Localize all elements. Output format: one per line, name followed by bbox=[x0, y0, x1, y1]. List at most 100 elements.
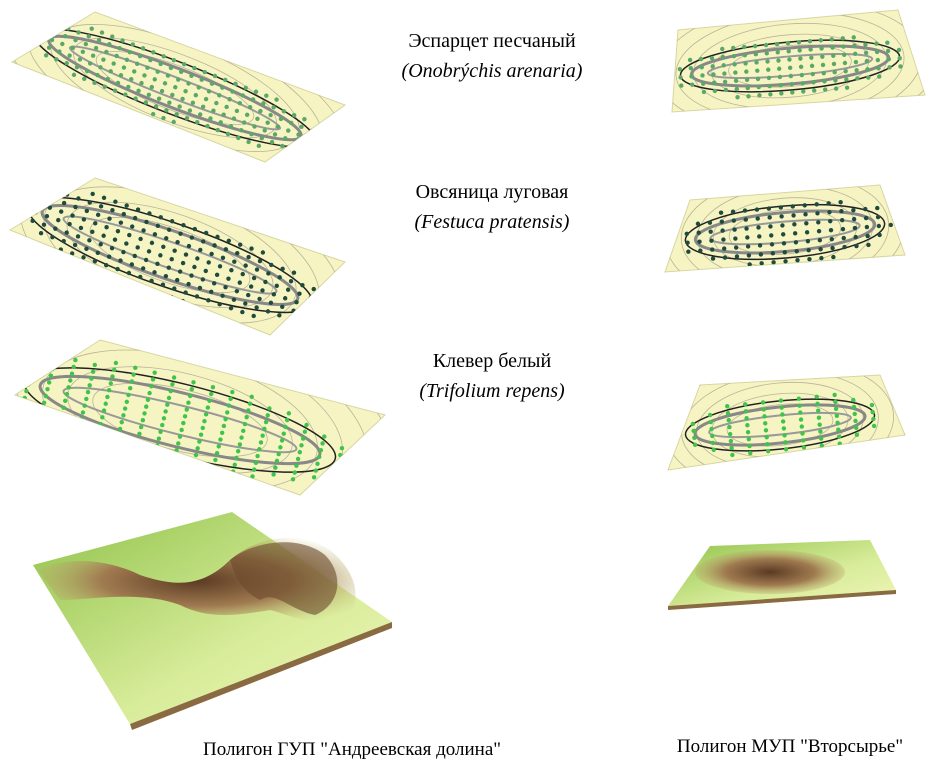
sample-point bbox=[239, 128, 243, 132]
sample-point bbox=[44, 394, 48, 398]
sample-point bbox=[176, 77, 180, 81]
sample-point bbox=[119, 220, 123, 224]
sample-point bbox=[181, 223, 185, 227]
sample-point bbox=[822, 79, 826, 83]
sample-point bbox=[689, 74, 693, 78]
sample-point bbox=[735, 95, 739, 99]
sample-point bbox=[229, 306, 233, 310]
species-latin: (Onobrýchis arenaria) bbox=[402, 60, 583, 82]
sample-point bbox=[92, 81, 96, 85]
sample-point bbox=[81, 255, 85, 259]
sample-point bbox=[708, 221, 712, 225]
sample-point bbox=[732, 218, 736, 222]
sample-point bbox=[181, 421, 185, 425]
sample-point bbox=[782, 433, 786, 437]
sample-point bbox=[685, 241, 689, 245]
sample-point bbox=[171, 462, 175, 466]
sample-point bbox=[54, 188, 58, 192]
sample-point bbox=[208, 116, 212, 120]
sample-point bbox=[185, 116, 189, 120]
sample-point bbox=[744, 226, 748, 230]
sample-point bbox=[113, 200, 117, 204]
sample-point bbox=[189, 273, 193, 277]
sample-point bbox=[852, 43, 856, 47]
sample-point bbox=[138, 275, 142, 279]
sample-point bbox=[764, 43, 768, 47]
sample-point bbox=[335, 466, 339, 470]
map-plate bbox=[10, 178, 345, 335]
sample-point bbox=[875, 206, 879, 210]
sample-point bbox=[81, 410, 85, 414]
sample-point bbox=[249, 246, 253, 250]
sample-point bbox=[713, 89, 717, 93]
sample-point bbox=[764, 428, 768, 432]
sample-point bbox=[799, 417, 803, 421]
sample-point bbox=[721, 237, 725, 241]
sample-point bbox=[304, 144, 308, 148]
sample-point bbox=[209, 290, 213, 294]
sample-point bbox=[745, 78, 749, 82]
sample-point bbox=[221, 112, 225, 116]
sample-point bbox=[292, 113, 296, 117]
sample-point bbox=[781, 419, 785, 423]
sample-point bbox=[788, 66, 792, 70]
sample-point bbox=[149, 384, 153, 388]
sample-point bbox=[258, 109, 262, 113]
sample-point bbox=[227, 403, 231, 407]
sample-point bbox=[889, 223, 893, 227]
sample-point bbox=[161, 54, 165, 58]
sample-point bbox=[138, 237, 142, 241]
sample-point bbox=[244, 415, 248, 419]
sample-point bbox=[834, 86, 838, 90]
sample-point bbox=[215, 273, 219, 277]
sample-point bbox=[90, 26, 94, 30]
sample-point bbox=[804, 221, 808, 225]
sample-point bbox=[261, 101, 265, 105]
sample-point bbox=[698, 248, 702, 252]
sample-point bbox=[775, 42, 779, 46]
sample-point bbox=[91, 54, 95, 58]
sample-point bbox=[252, 124, 256, 128]
sample-point bbox=[783, 440, 787, 444]
sample-point bbox=[100, 415, 104, 419]
sample-point bbox=[249, 132, 253, 136]
sample-point bbox=[312, 287, 316, 291]
sample-point bbox=[711, 72, 715, 76]
sample-point bbox=[104, 263, 108, 267]
sample-point bbox=[782, 241, 786, 245]
sample-point bbox=[841, 227, 845, 231]
sample-point bbox=[340, 446, 344, 450]
sample-point bbox=[172, 375, 176, 379]
sample-point bbox=[202, 70, 206, 74]
sample-point bbox=[757, 93, 761, 97]
sample-point bbox=[132, 69, 136, 73]
sample-point bbox=[119, 73, 123, 77]
sample-point bbox=[696, 222, 700, 226]
sample-point bbox=[87, 238, 91, 242]
sample-point bbox=[106, 77, 110, 81]
sample-point bbox=[282, 432, 286, 436]
sample-point bbox=[172, 58, 176, 62]
sample-point bbox=[870, 410, 874, 414]
sample-point bbox=[99, 204, 103, 208]
sample-point bbox=[64, 61, 68, 65]
sample-point bbox=[836, 428, 840, 432]
sample-point bbox=[105, 395, 109, 399]
sample-point bbox=[156, 224, 160, 228]
sample-point bbox=[169, 66, 173, 70]
sample-point bbox=[794, 240, 798, 244]
sample-point bbox=[250, 395, 254, 399]
sample-point bbox=[167, 266, 171, 270]
sample-point bbox=[263, 280, 267, 284]
sample-point bbox=[149, 279, 153, 283]
sample-point bbox=[767, 84, 771, 88]
sample-point bbox=[691, 422, 695, 426]
sample-point bbox=[176, 441, 180, 445]
sample-point bbox=[711, 64, 715, 68]
sample-point bbox=[276, 124, 280, 128]
sample-point bbox=[823, 87, 827, 91]
sample-point bbox=[866, 75, 870, 79]
sample-point bbox=[204, 231, 208, 235]
sample-point bbox=[690, 82, 694, 86]
sample-point bbox=[153, 450, 157, 454]
